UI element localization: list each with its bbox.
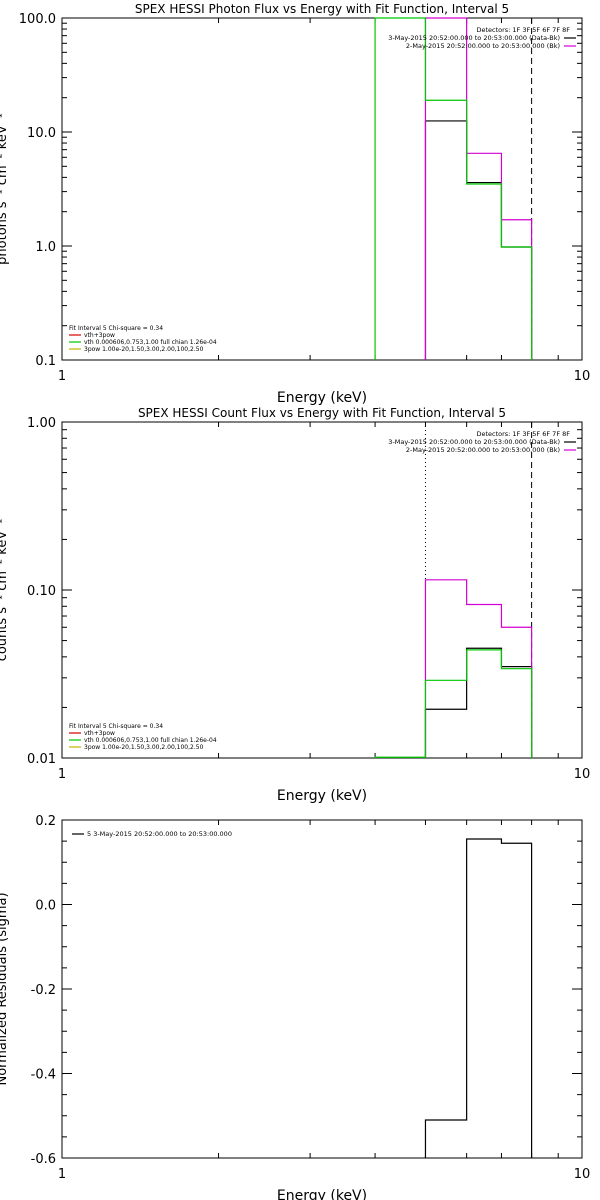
chart-title: SPEX HESSI Photon Flux vs Energy with Fi…: [135, 2, 509, 16]
y-tick-label: 0.2: [35, 814, 56, 829]
chart-panel-2: SPEX HESSI Count Flux vs Energy with Fit…: [0, 406, 590, 804]
y-tick-label: -0.2: [31, 983, 56, 998]
x-axis-label: Energy (keV): [277, 788, 367, 804]
fit-legend-entry: vth+3pow: [84, 730, 115, 737]
legend-entry: 2-May-2015 20:52:00.000 to 20:53:00.000 …: [406, 446, 560, 454]
series-1-steps: [424, 838, 533, 1158]
legend-entry: 3-May-2015 20:52:00.000 to 20:53:00.000 …: [388, 34, 560, 42]
legend-title: Detectors: 1F 3F 5F 6F 7F 8F: [476, 26, 570, 34]
series-3-steps: [374, 17, 533, 360]
chart-panel-1: SPEX HESSI Photon Flux vs Energy with Fi…: [0, 2, 590, 406]
plot-frame: [61, 819, 583, 1159]
y-tick-label: 0.01: [27, 752, 56, 767]
fit-legend-entry: vth 0.000606,0.753,1.00 full chian 1.26e…: [84, 737, 217, 744]
y-tick-label: 0.1: [35, 354, 56, 369]
x-tick-label: 10: [574, 767, 591, 782]
fit-legend-entry: 3pow 1.00e-20,1.50,3.00,2.00,100,2.50: [84, 346, 204, 353]
y-tick-label: 10.0: [27, 126, 56, 141]
y-axis-label: photons s⁻¹ cm⁻² keV⁻¹: [0, 113, 10, 265]
series-1-steps: [424, 647, 533, 758]
series-2-steps: [424, 17, 533, 360]
y-tick-label: 1.0: [35, 240, 56, 255]
plot-frame: [61, 17, 583, 361]
x-tick-label: 10: [574, 369, 591, 384]
fit-legend-heading: Fit Interval 5 Chi-square = 0.34: [69, 723, 163, 730]
legend-title: Detectors: 1F 3F 5F 6F 7F 8F: [476, 430, 570, 438]
x-tick-label: 1: [58, 767, 66, 782]
y-tick-label: 100.0: [19, 12, 56, 27]
y-axis-label: Normalized Residuals (sigma): [0, 892, 10, 1085]
x-tick-label: 1: [58, 369, 66, 384]
y-tick-label: 0.0: [35, 899, 56, 914]
y-tick-label: -0.6: [31, 1152, 56, 1167]
x-axis-label: Energy (keV): [277, 390, 367, 406]
chart-panel-3: 1 10 Energy (keV) -0.6 -0.4 -0.2 0.0 0.2 Normali…: [0, 814, 590, 1200]
fit-legend-heading: Fit Interval 5 Chi-square = 0.34: [69, 325, 163, 332]
series-3-steps: [374, 649, 533, 758]
chart-title: SPEX HESSI Count Flux vs Energy with Fit…: [138, 406, 506, 420]
x-axis-label: Energy (keV): [277, 1188, 367, 1200]
legend-entry: 3-May-2015 20:52:00.000 to 20:53:00.000 …: [388, 438, 560, 446]
y-axis-label: counts s⁻¹ cm⁻² keV⁻¹: [0, 519, 10, 662]
fit-legend-entry: 3pow 1.00e-20,1.50,3.00,2.00,100,2.50: [84, 744, 204, 751]
series-2-steps: [424, 579, 533, 758]
y-tick-label: -0.4: [31, 1068, 56, 1083]
y-tick-label: 0.10: [27, 584, 56, 599]
x-tick-label: 1: [58, 1167, 66, 1182]
legend-entry: 2-May-2015 20:52:00.000 to 20:53:00.000 …: [406, 42, 560, 50]
legend-entry: 5 3-May-2015 20:52:00.000 to 20:53:00.00…: [87, 830, 232, 838]
y-tick-label: 1.00: [27, 416, 56, 431]
fit-legend-entry: vth+3pow: [84, 332, 115, 339]
series-1-steps: [424, 120, 533, 360]
plot-frame: [61, 421, 583, 759]
x-tick-label: 10: [574, 1167, 591, 1182]
fit-legend-entry: vth 0.000606,0.753,1.00 full chian 1.26e…: [84, 339, 217, 346]
